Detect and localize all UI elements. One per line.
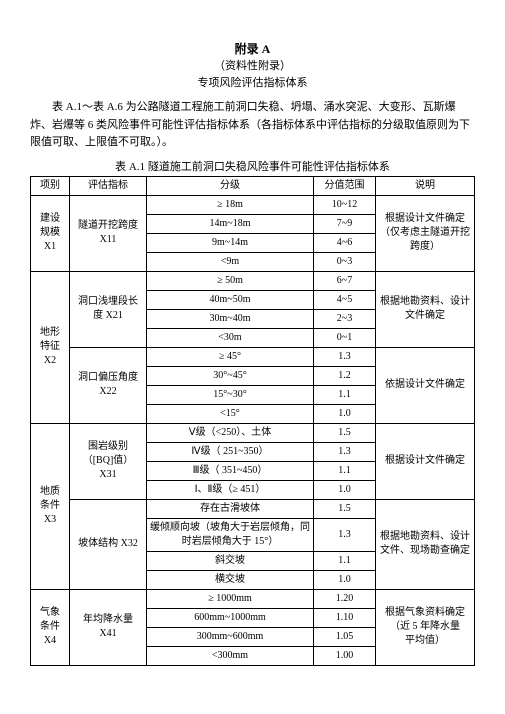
- cat3-desc2: 根据地勘资料、设计文件、现场勘查确定: [376, 499, 475, 589]
- cat4-ind: 年均降水量 X41: [70, 589, 147, 665]
- table-row: 地形 特征 X2 洞口浅埋段长 度 X21 ≥ 50m 6~7 根据地勘资料、设…: [31, 271, 475, 290]
- cell: 斜交坡: [147, 551, 314, 570]
- page-heading: 附录 A （资料性附录） 专项风险评估指标体系: [30, 40, 475, 91]
- cat2-label: 地形 特征 X2: [31, 271, 70, 423]
- cell: ≥ 1000mm: [147, 589, 314, 608]
- table-caption: 表 A.1 隧道施工前洞口失稳风险事件可能性评估指标体系: [30, 158, 475, 174]
- hdr-indicator: 评估指标: [70, 176, 147, 195]
- cell: 1.10: [314, 608, 376, 627]
- table-row: 气象 条件 X4 年均降水量 X41 ≥ 1000mm 1.20 根据气象资料确…: [31, 589, 475, 608]
- cell: 600mm~1000mm: [147, 608, 314, 627]
- table-row: 坡体结构 X32 存在古滑坡体 1.5 根据地勘资料、设计文件、现场勘查确定: [31, 499, 475, 518]
- cell: 1.3: [314, 442, 376, 461]
- cell: 1.05: [314, 627, 376, 646]
- cell: 4~5: [314, 290, 376, 309]
- table-row: 建设 规模 X1 隧道开挖跨度 X11 ≥ 18m 10~12 根据设计文件确定…: [31, 195, 475, 214]
- table-row: 地质 条件 X3 围岩级别 （[BQ]值） X31 Ⅴ级（<250）、土体 1.…: [31, 423, 475, 442]
- cell: <15°: [147, 404, 314, 423]
- cell: 0~1: [314, 328, 376, 347]
- cat2-desc2: 依据设计文件确定: [376, 347, 475, 423]
- cell: 14m~18m: [147, 214, 314, 233]
- cell: 缓倾顺向坡（坡角大于岩层倾角，同时岩层倾角大于 15°）: [147, 518, 314, 551]
- cell: 1.0: [314, 404, 376, 423]
- cat1-label: 建设 规模 X1: [31, 195, 70, 271]
- cell: 存在古滑坡体: [147, 499, 314, 518]
- cell: 1.0: [314, 570, 376, 589]
- cell: ≥ 50m: [147, 271, 314, 290]
- cell: 1.3: [314, 518, 376, 551]
- cell: 横交坡: [147, 570, 314, 589]
- cell: 15°~30°: [147, 385, 314, 404]
- heading-line3: 专项风险评估指标体系: [30, 75, 475, 92]
- cat3-ind2: 坡体结构 X32: [70, 499, 147, 589]
- cell: 0~3: [314, 252, 376, 271]
- cell: 7~9: [314, 214, 376, 233]
- cat4-label: 气象 条件 X4: [31, 589, 70, 665]
- cat1-desc: 根据设计文件确定（仅考虑主隧道开挖跨度）: [376, 195, 475, 271]
- cat1-ind: 隧道开挖跨度 X11: [70, 195, 147, 271]
- cell: <9m: [147, 252, 314, 271]
- cell: 1.20: [314, 589, 376, 608]
- cell: 1.5: [314, 423, 376, 442]
- cell: Ⅳ级（ 251~350）: [147, 442, 314, 461]
- cell: 1.0: [314, 480, 376, 499]
- cat2-desc1: 根据地勘资料、设计文件确定: [376, 271, 475, 347]
- cell: 2~3: [314, 309, 376, 328]
- cell: ≥ 45°: [147, 347, 314, 366]
- cat4-desc: 根据气象资料确定（近 5 年降水量 平均值）: [376, 589, 475, 665]
- cell: 1.5: [314, 499, 376, 518]
- cell: 30°~45°: [147, 366, 314, 385]
- cell: Ⅲ级（ 351~450）: [147, 461, 314, 480]
- cat2-ind1: 洞口浅埋段长 度 X21: [70, 271, 147, 347]
- heading-line2: （资料性附录）: [30, 58, 475, 75]
- cell: 300mm~600mm: [147, 627, 314, 646]
- cell: 10~12: [314, 195, 376, 214]
- table-row: 洞口偏压角度 X22 ≥ 45° 1.3 依据设计文件确定: [31, 347, 475, 366]
- intro-paragraph: 表 A.1～表 A.6 为公路隧道工程施工前洞口失稳、坍塌、涌水突泥、大变形、瓦…: [30, 99, 475, 152]
- cell: 4~6: [314, 233, 376, 252]
- cell: 1.1: [314, 461, 376, 480]
- cell: 40m~50m: [147, 290, 314, 309]
- cell: 30m~40m: [147, 309, 314, 328]
- cell: <30m: [147, 328, 314, 347]
- cell: <300mm: [147, 646, 314, 665]
- cat3-label: 地质 条件 X3: [31, 423, 70, 589]
- cell: 1.2: [314, 366, 376, 385]
- cell: 6~7: [314, 271, 376, 290]
- cell: 1.3: [314, 347, 376, 366]
- cat2-ind2: 洞口偏压角度 X22: [70, 347, 147, 423]
- cell: 1.1: [314, 385, 376, 404]
- hdr-range: 分值范围: [314, 176, 376, 195]
- cell: 1.1: [314, 551, 376, 570]
- indicator-table: 项别 评估指标 分级 分值范围 说明 建设 规模 X1 隧道开挖跨度 X11 ≥…: [30, 176, 475, 666]
- header-row: 项别 评估指标 分级 分值范围 说明: [31, 176, 475, 195]
- cell: Ⅴ级（<250）、土体: [147, 423, 314, 442]
- cell: Ⅰ、Ⅱ级（≥ 451）: [147, 480, 314, 499]
- heading-line1: 附录 A: [30, 40, 475, 58]
- hdr-category: 项别: [31, 176, 70, 195]
- hdr-level: 分级: [147, 176, 314, 195]
- cell: ≥ 18m: [147, 195, 314, 214]
- cell: 9m~14m: [147, 233, 314, 252]
- cell: 1.00: [314, 646, 376, 665]
- cat3-ind1: 围岩级别 （[BQ]值） X31: [70, 423, 147, 499]
- hdr-desc: 说明: [376, 176, 475, 195]
- cat3-desc1: 根据设计文件确定: [376, 423, 475, 499]
